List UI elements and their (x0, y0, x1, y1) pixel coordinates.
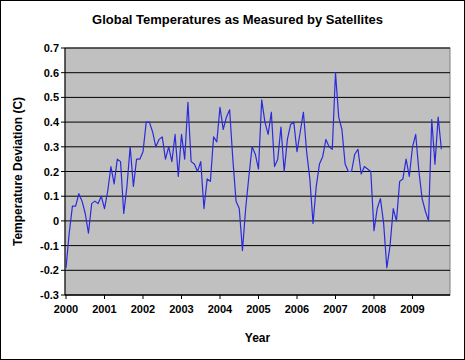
y-tick-label: 0 (53, 215, 59, 227)
grid-line (65, 295, 450, 296)
x-tick (258, 295, 259, 299)
grid-line (65, 171, 450, 172)
y-tick-label: 0.3 (44, 141, 59, 153)
grid-line (65, 122, 450, 123)
x-tick-label: 2008 (362, 303, 386, 315)
series-line (66, 73, 441, 268)
series-group (66, 73, 441, 268)
x-tick (374, 295, 375, 299)
y-tick-label: -0.1 (40, 240, 59, 252)
y-tick (61, 72, 65, 73)
grid-line (65, 245, 450, 246)
title: Global Temperatures as Measured by Satel… (92, 12, 383, 27)
plot-area (65, 48, 450, 295)
chart: Global Temperatures as Measured by Satel… (0, 0, 465, 360)
x-tick (335, 295, 336, 299)
x-tick (297, 295, 298, 299)
y-axis (65, 48, 66, 295)
x-axis (65, 295, 450, 296)
y-tick-label: 0.1 (44, 190, 59, 202)
y-tick (61, 122, 65, 123)
x-tick (66, 295, 67, 299)
x-tick-label: 2003 (169, 303, 193, 315)
y-tick (61, 97, 65, 98)
y-tick-label: -0.3 (40, 289, 59, 301)
grid-line (65, 97, 450, 98)
grid-line (65, 48, 450, 49)
y-axis-label: Temperature Deviation (C) (11, 97, 25, 246)
x-tick-label: 2007 (323, 303, 347, 315)
x-tick (104, 295, 105, 299)
x-tick-label: 2005 (246, 303, 270, 315)
grid-line (65, 146, 450, 147)
x-tick (143, 295, 144, 299)
x-axis-label: Year (245, 331, 271, 345)
y-tick (61, 220, 65, 221)
y-tick-label: 0.2 (44, 166, 59, 178)
grid-line (65, 72, 450, 73)
x-tick-label: 2006 (285, 303, 309, 315)
y-tick (61, 196, 65, 197)
x-tick-label: 2000 (54, 303, 78, 315)
y-tick (61, 171, 65, 172)
y-tick (61, 48, 65, 49)
grid-line (65, 270, 450, 271)
x-tick-label: 2009 (400, 303, 424, 315)
y-tick-label: 0.7 (44, 42, 59, 54)
x-tick-label: 2002 (131, 303, 155, 315)
y-tick (61, 146, 65, 147)
y-tick (61, 245, 65, 246)
y-tick (61, 270, 65, 271)
x-tick (412, 295, 413, 299)
x-tick-label: 2004 (208, 303, 233, 315)
y-tick-label: 0.4 (44, 116, 60, 128)
y-tick (61, 295, 65, 296)
y-tick-label: 0.5 (44, 91, 59, 103)
x-tick (181, 295, 182, 299)
x-tick-label: 2001 (92, 303, 116, 315)
y-tick-label: -0.2 (40, 264, 59, 276)
y-tick-label: 0.6 (44, 67, 59, 79)
chart-border (1, 1, 465, 360)
x-tick (220, 295, 221, 299)
